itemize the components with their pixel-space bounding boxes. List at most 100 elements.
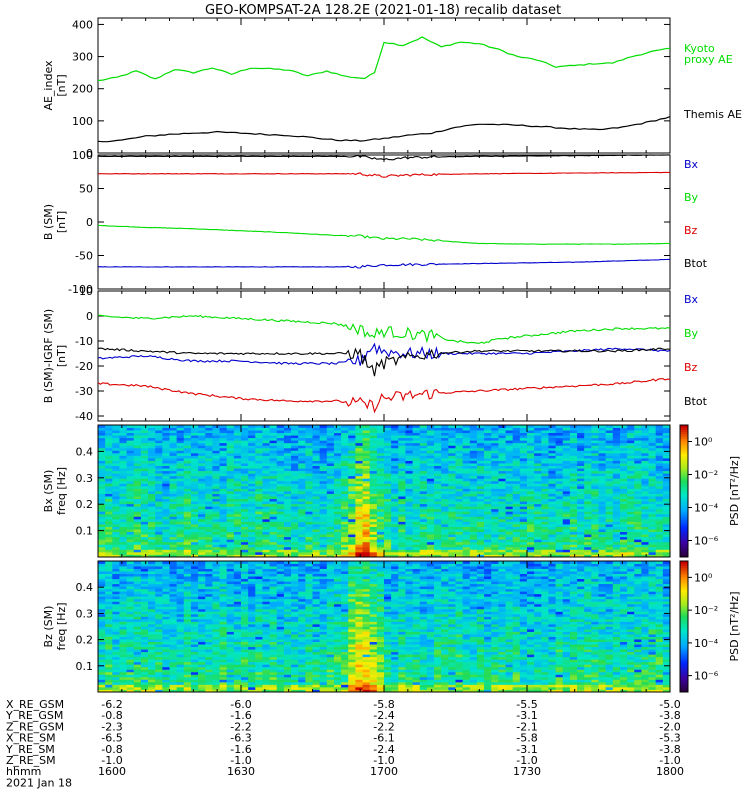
spectrogram-cell [298,536,306,540]
spectrogram-cell [662,544,671,548]
spectrogram-cell [198,447,206,451]
spectrogram-cell [484,445,492,449]
spectrogram-cell [384,501,392,505]
spectrogram-cell [233,450,242,454]
spectrogram-cell [605,541,614,545]
spectrogram-cell [269,432,278,436]
spectrogram-cell [255,450,263,454]
spectrogram-cell [183,455,192,459]
spectrogram-cell [126,437,135,441]
spectrogram-cell [476,549,485,553]
spectrogram-cell [398,529,406,533]
spectrogram-cell [598,534,607,538]
spectrogram-cell [412,463,421,467]
spectrogram-cell [341,425,349,428]
spectrogram-cell [140,539,149,543]
spectrogram-cell [469,554,478,558]
spectrogram-cell [248,463,256,467]
spectrogram-cell [598,511,607,515]
spectrogram-cell [198,521,206,525]
spectrogram-cell [140,661,149,665]
spectrogram-cell [126,561,135,564]
spectrogram-cell [133,551,142,555]
spectrogram-cell [119,435,127,439]
spectrogram-cell [519,534,528,538]
spectrogram-cell [612,442,621,446]
spectrogram-cell [105,603,113,607]
spectrogram-cell [148,654,156,658]
spectrogram-cell [269,460,278,464]
spectrogram-cell [148,639,156,643]
spectrogram-cell [505,458,514,461]
spectrogram-cell [248,506,256,510]
spectrogram-cell [562,442,571,446]
spectrogram-cell [469,529,478,533]
spectrogram-cell [641,549,649,553]
spectrogram-cell [241,450,249,454]
spectrogram-cell [376,544,385,548]
spectrogram-cell [355,498,363,502]
spectrogram-cell [619,488,628,492]
ytick-label: -100 [68,283,93,296]
spectrogram-cell [641,442,649,446]
spectrogram-cell [341,541,349,545]
spectrogram-cell [155,493,163,497]
spectrogram-cell [169,435,178,439]
spectrogram-cell [648,524,657,527]
spectrogram-cell [419,473,428,477]
spectrogram-cell [469,526,478,530]
spectrogram-cell [148,488,156,492]
spectrogram-cell [369,485,378,489]
spectrogram-cell [305,437,313,441]
spectrogram-cell [333,541,342,545]
spectrogram-cell [405,470,413,474]
spectrogram-cell [119,583,127,587]
spectrogram-cell [462,425,471,428]
spectrogram-cell [133,621,142,625]
spectrogram-cell [462,430,471,434]
spectrogram-cell [598,526,607,530]
spectrogram-cell [355,458,363,461]
spectrogram-cell [140,442,149,446]
spectrogram-cell [233,554,242,558]
spectrogram-cell [241,460,249,464]
spectrogram-cell [577,483,585,487]
spectrogram-cell [419,427,428,431]
spectrogram-cell [355,465,363,469]
legend-label: Bx [684,293,699,306]
spectrogram-cell [262,521,270,525]
colorbar-step [680,482,688,485]
spectrogram-cell [241,534,249,538]
spectrogram-cell [426,432,435,436]
spectrogram-cell [627,534,635,538]
spectrogram-cell [627,480,635,484]
spectrogram-cell [98,669,106,673]
spectrogram-cell [112,491,120,494]
spectrogram-cell [362,496,371,500]
spectrogram-cell [605,524,614,527]
spectrogram-cell [112,516,120,520]
spectrogram-cell [391,460,399,464]
spectrogram-cell [634,503,642,507]
spectrogram-cell [405,539,413,543]
spectrogram-cell [441,544,449,548]
colorbar-step [680,447,688,450]
spectrogram-cell [527,536,535,540]
spectrogram-cell [562,430,571,434]
spectrogram-cell [140,674,149,678]
spectrogram-cell [541,524,549,527]
spectrogram-cell [248,536,256,540]
spectrogram-cell [627,483,635,487]
spectrogram-cell [648,442,657,446]
spectrogram-cell [291,442,299,446]
spectrogram-cell [591,430,599,434]
spectrogram-cell [198,485,206,489]
spectrogram-cell [355,455,363,459]
spectrogram-cell [205,506,213,510]
spectrogram-cell [133,591,142,595]
spectrogram-cell [441,465,449,469]
spectrogram-cell [305,493,313,497]
spectrogram-cell [283,427,292,431]
spectrogram-cell [512,463,521,467]
spectrogram-cell [569,526,578,530]
